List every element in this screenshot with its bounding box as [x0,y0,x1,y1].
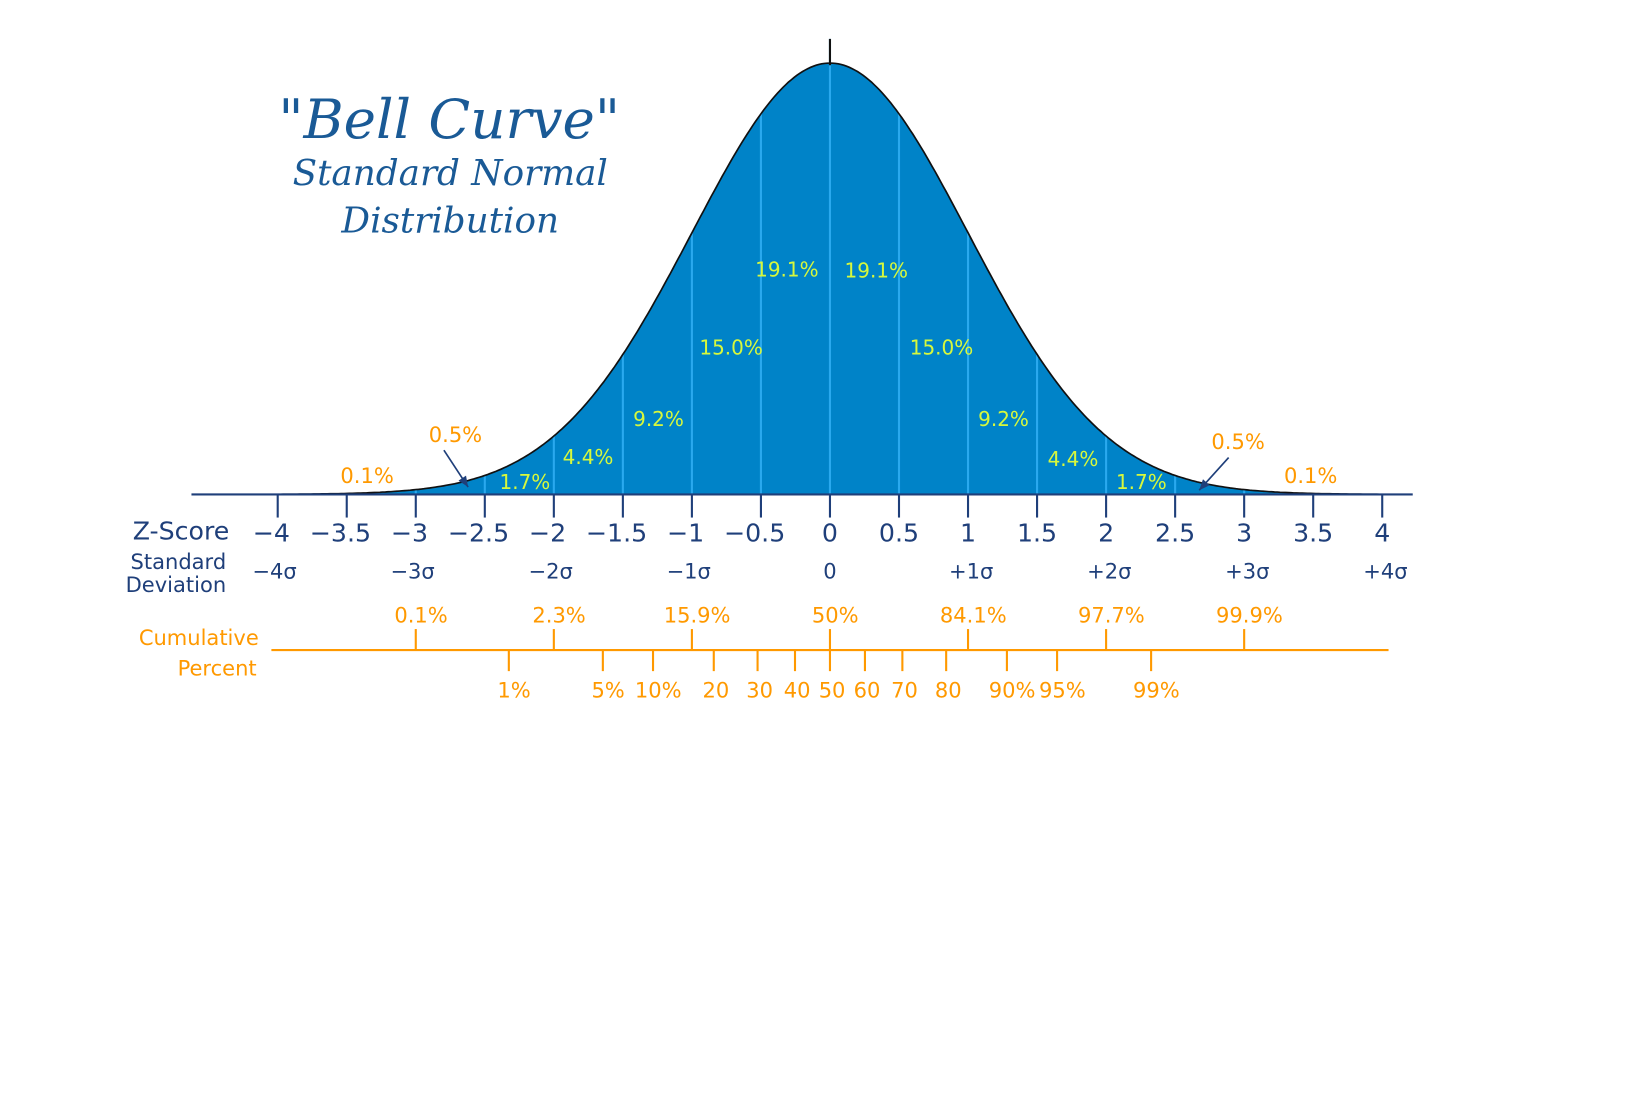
z-tick-label: −1.5 [586,519,647,548]
segment-percent-label: 1.7% [1116,470,1167,494]
cumulative-tick-label: 99.9% [1216,603,1283,628]
z-tick-label: 0 [822,519,838,548]
sd-tick-label: −1σ [667,559,711,584]
title-block: "Bell Curve" Standard Normal Distributio… [278,87,620,242]
percentile-tick-label: 50 [819,677,846,702]
z-tick-label: −4 [253,519,290,548]
sd-label-line-1: Standard [131,549,227,574]
cumulative-tick-label: 97.7% [1078,603,1145,628]
percentile-tick-label: 1% [497,677,530,702]
percentile-tick-label: 60 [854,677,881,702]
sd-tick-label: 0 [823,559,836,584]
tail-percent-label: 0.1% [1284,463,1337,488]
segment-percent-label: 15.0% [699,335,762,359]
z-tick-label: −3.5 [310,519,371,548]
z-score-label: Z-Score [133,517,230,546]
percentile-tick-label: 95% [1039,677,1086,702]
percentile-tick-label: 20 [703,677,730,702]
z-tick-label: 0.5 [879,519,919,548]
z-tick-label: 3 [1236,519,1252,548]
plot-area: −4 −3.5 −3 −2.5 −2 −1.5 −1 −0.5 0 0.5 1 1.5 2 2.5 3 3.5… [191,38,1413,702]
tail-percent-label: 0.1% [340,463,393,488]
tail-percent-label: 0.5% [429,422,482,447]
segment-percent-label: 15.0% [910,335,973,359]
cumulative-label-line-1: Cumulative [139,625,259,650]
percentile-tick-label: 99% [1133,677,1180,702]
z-tick-label: 3.5 [1293,519,1333,548]
segment-percent-label: 4.4% [563,445,614,469]
segment-percent-label: 9.2% [633,407,684,431]
cumulative-tick-label: 50% [812,603,859,628]
segment-percent-label: 4.4% [1048,447,1099,471]
sd-tick-label: +1σ [949,559,993,584]
chart-title: "Bell Curve" [278,87,620,151]
sd-tick-label: +2σ [1087,559,1131,584]
percentile-tick-label: 80 [935,677,962,702]
cumulative-tick-label: 84.1% [940,603,1007,628]
z-tick-label: 2 [1098,519,1114,548]
sd-tick-label: +3σ [1225,559,1269,584]
z-tick-label: −2.5 [448,519,509,548]
percentile-tick-label: 10% [635,677,682,702]
segment-percent-label: 19.1% [845,259,908,283]
arrow-head-icon [458,475,469,488]
z-tick-label: −0.5 [724,519,785,548]
z-tick-label: 2.5 [1155,519,1195,548]
z-tick-label: −1 [667,519,704,548]
z-tick-label: −2 [529,519,566,548]
sd-tick-label: −3σ [390,559,434,584]
segment-percent-label: 9.2% [978,407,1029,431]
cumulative-tick-label: 2.3% [532,603,585,628]
cumulative-tick-label: 0.1% [394,603,447,628]
segment-percent-label: 1.7% [500,470,551,494]
z-tick-label: −3 [391,519,428,548]
segment-percent-label: 19.1% [755,258,818,282]
percentile-tick-label: 40 [784,677,811,702]
z-tick-label: 1 [960,519,976,548]
sd-tick-label: −4σ [252,559,296,584]
percentile-tick-label: 90% [989,677,1036,702]
chart-subtitle-line-1: Standard Normal [293,153,608,194]
sd-tick-label: +4σ [1363,559,1407,584]
percentile-tick-label: 5% [591,677,624,702]
sd-label-line-2: Deviation [126,572,227,597]
chart-subtitle-line-2: Distribution [340,200,559,241]
tail-percent-label: 0.5% [1211,429,1264,454]
percentile-tick-label: 30 [746,677,773,702]
arrow-head-icon [1199,479,1210,491]
z-tick-label: 4 [1374,519,1390,548]
sd-tick-label: −2σ [529,559,573,584]
z-tick-label: 1.5 [1017,519,1057,548]
cumulative-tick-label: 15.9% [664,603,731,628]
cumulative-label-line-2: Percent [178,655,257,680]
percentile-tick-label: 70 [891,677,918,702]
